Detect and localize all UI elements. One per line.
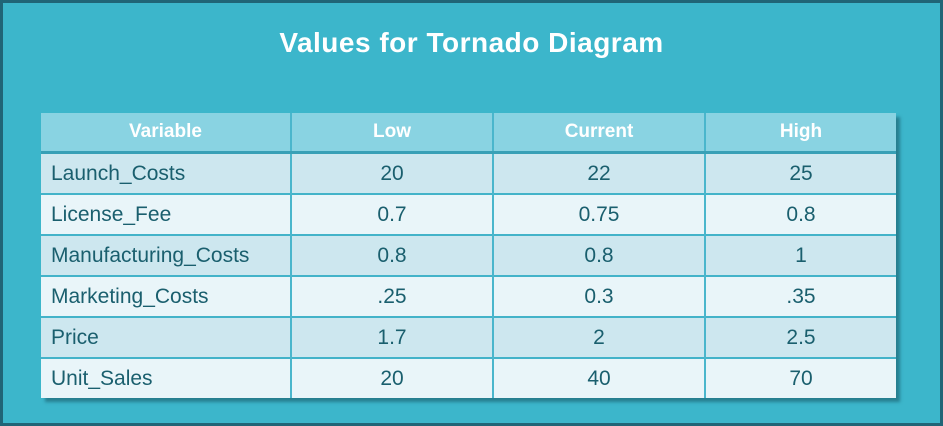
cell-low: 20 (290, 152, 493, 194)
table-row-marketing-costs: Marketing_Costs .25 0.3 .35 (41, 275, 896, 317)
cell-variable: Launch_Costs (41, 152, 291, 194)
cell-current: 0.3 (492, 275, 705, 317)
table-body: Launch_Costs 20 22 25 License_Fee 0.7 0.… (41, 152, 896, 398)
cell-high: 70 (704, 357, 896, 398)
column-header-current: Current (492, 113, 705, 154)
cell-low: 20 (290, 357, 493, 398)
table-row-price: Price 1.7 2 2.5 (41, 316, 896, 358)
cell-high: 0.8 (704, 193, 896, 235)
table-row-license-fee: License_Fee 0.7 0.75 0.8 (41, 193, 896, 235)
cell-low: 0.7 (290, 193, 493, 235)
cell-variable: Manufacturing_Costs (41, 234, 291, 276)
table-header: Variable Low Current High (41, 113, 896, 154)
cell-current: 0.8 (492, 234, 705, 276)
cell-current: 2 (492, 316, 705, 358)
cell-current: 22 (492, 152, 705, 194)
cell-current: 40 (492, 357, 705, 398)
table-row-manufacturing-costs: Manufacturing_Costs 0.8 0.8 1 (41, 234, 896, 276)
column-header-variable: Variable (41, 113, 291, 154)
cell-current: 0.75 (492, 193, 705, 235)
cell-high: 25 (704, 152, 896, 194)
cell-low: .25 (290, 275, 493, 317)
cell-variable: Unit_Sales (41, 357, 291, 398)
table-row-launch-costs: Launch_Costs 20 22 25 (41, 152, 896, 194)
cell-high: 1 (704, 234, 896, 276)
cell-low: 0.8 (290, 234, 493, 276)
cell-variable: License_Fee (41, 193, 291, 235)
tornado-values-table: Variable Low Current High Launch_Costs 2… (41, 113, 896, 398)
cell-low: 1.7 (290, 316, 493, 358)
cell-variable: Marketing_Costs (41, 275, 291, 317)
page-title: Values for Tornado Diagram (279, 27, 664, 58)
table-row-unit-sales: Unit_Sales 20 40 70 (41, 357, 896, 398)
column-header-low: Low (290, 113, 493, 154)
cell-high: 2.5 (704, 316, 896, 358)
cell-high: .35 (704, 275, 896, 317)
header-row: Variable Low Current High (41, 113, 896, 154)
cell-variable: Price (41, 316, 291, 358)
column-header-high: High (704, 113, 896, 154)
